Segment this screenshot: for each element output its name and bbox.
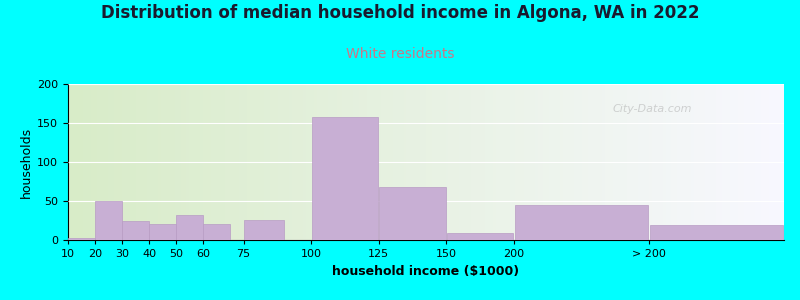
- Bar: [150, 224, 176, 240]
- Text: White residents: White residents: [346, 46, 454, 61]
- Bar: [68, 238, 94, 240]
- Bar: [203, 224, 230, 240]
- Bar: [515, 205, 647, 240]
- Bar: [122, 221, 149, 240]
- Text: Distribution of median household income in Algona, WA in 2022: Distribution of median household income …: [101, 4, 699, 22]
- Y-axis label: households: households: [20, 126, 33, 198]
- Bar: [95, 201, 122, 240]
- Bar: [650, 225, 782, 240]
- Bar: [244, 220, 284, 240]
- Bar: [312, 117, 378, 240]
- Bar: [379, 187, 446, 240]
- Text: City-Data.com: City-Data.com: [612, 104, 692, 114]
- X-axis label: household income ($1000): household income ($1000): [333, 265, 519, 278]
- Bar: [176, 215, 203, 240]
- Bar: [447, 233, 513, 240]
